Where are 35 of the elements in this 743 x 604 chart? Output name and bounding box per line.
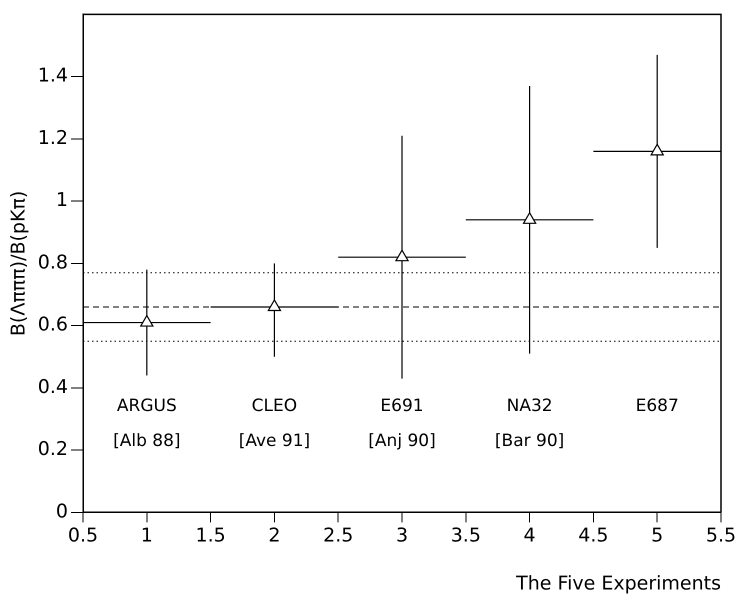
x-tick-label: 1.5 [196,524,226,547]
x-tick-label: 2.5 [323,524,354,547]
annotation: [Bar 90] [494,430,564,451]
y-tick-label: 0.8 [38,251,68,274]
y-tick-label: 1 [56,189,68,212]
annotation: NA32 [506,396,553,416]
annotation: [Alb 88] [113,430,181,451]
point [650,144,664,156]
y-tick-label: 0 [56,500,68,522]
point [395,250,409,262]
point [522,212,536,224]
annotation: [Ave 91] [238,430,310,451]
point [268,299,282,312]
x-tick-label: 3.5 [450,524,481,547]
x-tick-label: 2 [268,524,280,547]
y-tick-label: 0.6 [38,314,68,336]
y-tick-label: 1.2 [38,126,68,149]
x-tick-label: 5 [651,524,664,547]
x-tick-label: 3 [396,524,408,547]
annotation: E691 [380,396,424,416]
y-tick-label: 1.4 [38,64,68,87]
y-axis-title: B(Λπππ)/B(pKπ) [7,190,30,336]
x-axis-title: The Five Experiments [515,572,721,595]
y-tick-label: 0.4 [38,376,68,398]
x-tick-label: 1 [140,524,153,547]
annotation: CLEO [252,396,298,416]
annotation: E687 [636,396,679,416]
x-tick-label: 4.5 [578,524,609,547]
annotation: [Anj 90] [368,430,436,451]
x-tick-label: 4 [524,524,536,547]
y-tick-label: 0.2 [38,438,68,460]
annotation: ARGUS [116,396,177,416]
x-tick-label: 5.5 [706,524,736,547]
x-tick-label: 0.5 [68,524,98,547]
point [140,314,154,327]
